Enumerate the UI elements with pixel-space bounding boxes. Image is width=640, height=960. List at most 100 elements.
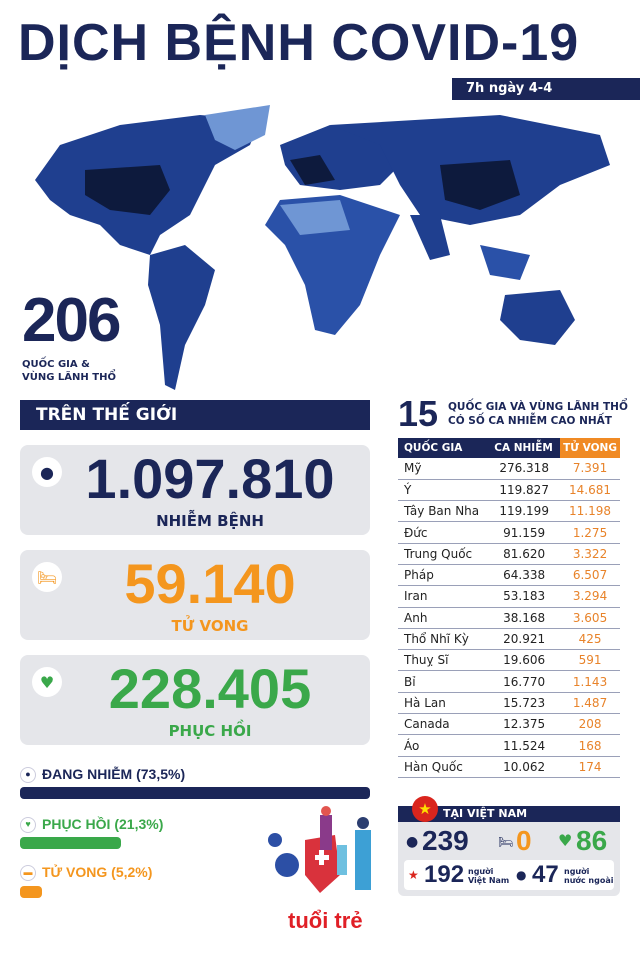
cell-cases: 16.770 <box>488 670 561 693</box>
title-line: QUỐC GIA VÀ VÙNG LÃNH THỔ <box>448 401 628 413</box>
table-row: Bỉ 16.770 1.143 <box>398 670 620 693</box>
cell-deaths: 1.487 <box>560 692 620 715</box>
cell-deaths: 174 <box>560 756 620 778</box>
cell-deaths: 425 <box>560 628 620 651</box>
infected-card: ● 1.097.810 NHIỄM BỆNH <box>20 445 370 535</box>
vietnam-flag-icon: ★ <box>408 868 419 882</box>
page-title: DỊCH BỆNH COVID-19 <box>18 14 580 72</box>
recovered-bar <box>20 837 121 849</box>
cell-deaths: 11.198 <box>560 500 620 523</box>
heart-icon: ♥ <box>20 816 36 833</box>
recovered-share-label: ♥ PHỤC HỒI (21,3%) <box>20 816 163 833</box>
vn-citizens: 192 <box>424 861 465 888</box>
recovered-value: 228.405 <box>108 657 312 720</box>
vn-foreigners-label: người nước ngoài <box>564 867 613 885</box>
title-line: CÓ SỐ CA NHIỄM CAO NHẤT <box>448 415 612 427</box>
deaths-share-label: ▬ TỬ VONG (5,2%) <box>20 864 152 881</box>
top-title: QUỐC GIA VÀ VÙNG LÃNH THỔ CÓ SỐ CA NHIỄM … <box>448 400 628 428</box>
col-deaths: TỬ VONG <box>560 438 620 458</box>
cell-deaths: 3.605 <box>560 607 620 629</box>
vn-citizens-label: người Việt Nam <box>468 867 509 885</box>
table-row: Thuỵ Sĩ 19.606 591 <box>398 649 620 672</box>
cell-cases: 10.062 <box>488 756 561 778</box>
vn-deaths: 0 <box>516 825 532 856</box>
label-line: người <box>564 867 590 876</box>
label-line: Việt Nam <box>468 876 510 885</box>
cell-cases: 20.921 <box>488 628 561 651</box>
deaths-label: TỬ VONG <box>171 617 249 635</box>
cell-cases: 12.375 <box>488 713 561 736</box>
head-icon: ● <box>32 457 62 487</box>
label-line: người <box>468 867 494 876</box>
label-line: QUỐC GIA & <box>22 359 90 370</box>
cell-deaths: 6.507 <box>560 564 620 587</box>
label-line: VÙNG LÃNH THỔ <box>22 372 116 383</box>
cell-deaths: 3.322 <box>560 543 620 565</box>
heart-icon: ♥ <box>32 667 62 697</box>
table-row: Mỹ 276.318 7.391 <box>398 458 620 480</box>
cell-cases: 19.606 <box>488 649 561 672</box>
vn-infected: 239 <box>422 825 469 856</box>
table-row: Hà Lan 15.723 1.487 <box>398 692 620 715</box>
head-icon: ● <box>20 766 36 783</box>
head-icon: ● <box>516 868 527 882</box>
recovered-label: PHỤC HỒI <box>168 722 252 740</box>
cell-country: Tây Ban Nha <box>398 500 489 523</box>
top-number: 15 <box>398 393 439 434</box>
cell-country: Anh <box>398 607 489 629</box>
table-row: Iran 53.183 3.294 <box>398 585 620 608</box>
cell-deaths: 1.143 <box>560 670 620 693</box>
label-text: ĐANG NHIỄM (73,5%) <box>42 766 186 782</box>
cell-deaths: 7.391 <box>560 458 620 480</box>
table-row: Pháp 64.338 6.507 <box>398 564 620 587</box>
cell-cases: 15.723 <box>488 692 561 715</box>
table-row: Tây Ban Nha 119.199 11.198 <box>398 500 620 523</box>
cell-country: Áo <box>398 734 489 757</box>
recovered-card: ♥ 228.405 PHỤC HỒI <box>20 655 370 745</box>
world-heading: TRÊN THẾ GIỚI <box>20 400 370 430</box>
cell-deaths: 14.681 <box>560 479 620 502</box>
cell-deaths: 591 <box>560 649 620 672</box>
label-text: TỬ VONG (5,2%) <box>42 864 153 880</box>
vn-recovered: 86 <box>576 825 608 856</box>
family-illustration <box>268 806 371 893</box>
cell-cases: 38.168 <box>488 607 561 629</box>
cell-deaths: 208 <box>560 713 620 736</box>
bed-icon: ▬ <box>20 864 36 881</box>
vn-foreigners: 47 <box>532 861 559 888</box>
heart-icon: ♥ <box>558 831 573 850</box>
deaths-value: 59.140 <box>124 552 296 615</box>
tuoitre-logo: tuổi trẻ <box>288 908 363 933</box>
cell-country: Đức <box>398 521 489 544</box>
table-row: Anh 38.168 3.605 <box>398 607 620 629</box>
cell-country: Canada <box>398 713 489 736</box>
cell-country: Hàn Quốc <box>398 756 489 778</box>
cell-cases: 11.524 <box>488 734 561 757</box>
cell-deaths: 168 <box>560 734 620 757</box>
cell-country: Hà Lan <box>398 692 489 715</box>
active-label: ● ĐANG NHIỄM (73,5%) <box>20 766 185 783</box>
cell-deaths: 1.275 <box>560 521 620 544</box>
vietnam-panel: TẠI VIỆT NAM ★ ● 239 🛏 0 ♥ 86 ★ 192 ngườ… <box>398 796 620 896</box>
cell-cases: 119.827 <box>488 479 561 502</box>
active-bar <box>20 787 370 799</box>
cell-country: Thổ Nhĩ Kỳ <box>398 628 489 651</box>
cell-cases: 64.338 <box>488 564 561 587</box>
infected-label: NHIỄM BỆNH <box>156 512 264 530</box>
top-countries-table: QUỐC GIA CA NHIỄM TỬ VONG Mỹ 276.318 7.391… <box>398 438 620 778</box>
cell-country: Thuỵ Sĩ <box>398 649 489 672</box>
cell-country: Pháp <box>398 564 489 587</box>
cell-deaths: 3.294 <box>560 585 620 608</box>
cell-country: Iran <box>398 585 489 608</box>
cell-country: Ý <box>398 479 489 502</box>
bed-icon: 🛏 <box>32 562 62 592</box>
label-text: PHỤC HỒI (21,3%) <box>42 816 164 832</box>
table-row: Hàn Quốc 10.062 174 <box>398 756 620 778</box>
col-cases: CA NHIỄM <box>488 438 561 458</box>
table-row: Canada 12.375 208 <box>398 713 620 736</box>
cell-country: Trung Quốc <box>398 543 489 565</box>
date-badge: 7h ngày 4-4 <box>452 78 640 100</box>
table-row: Ý 119.827 14.681 <box>398 479 620 502</box>
world-map <box>35 105 610 390</box>
deaths-card: 🛏 59.140 TỬ VONG <box>20 550 370 640</box>
